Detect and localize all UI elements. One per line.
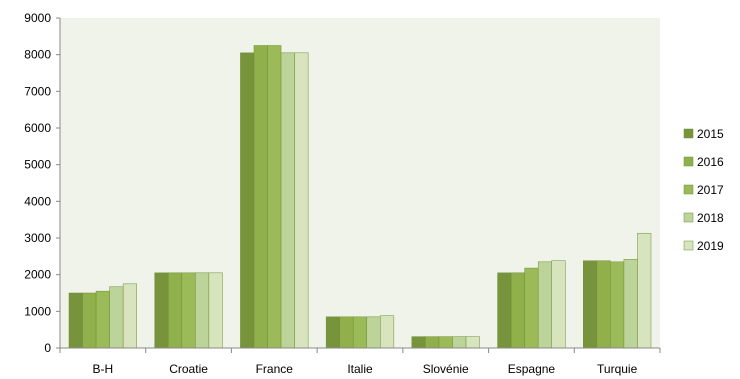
bar-2019-6 <box>637 232 652 349</box>
bar-2019-5 <box>551 260 566 349</box>
bar-2017-4 <box>438 336 453 349</box>
bar-2017-5 <box>524 267 539 349</box>
y-tick-label: 6000 <box>24 121 51 135</box>
bar-2019-4 <box>465 336 480 349</box>
bar-2018-6 <box>623 259 638 349</box>
bar-2017-0 <box>95 290 110 349</box>
legend-label-2019: 2019 <box>697 239 724 253</box>
bar-2016-3 <box>339 316 354 349</box>
legend-swatch-2019 <box>683 240 694 251</box>
bar-2015-0 <box>68 292 83 349</box>
bar-2015-1 <box>154 272 169 349</box>
y-tick-label: 9000 <box>24 11 51 25</box>
bar-2018-4 <box>452 336 467 349</box>
y-tick-label: 7000 <box>24 84 51 98</box>
bar-2016-6 <box>596 260 611 349</box>
y-tick-label: 0 <box>44 341 51 355</box>
y-ticks-group: 0 1000 2000 3000 4000 5000 6000 7000 8000 9000 <box>24 11 60 355</box>
x-category-label: Turquie <box>597 362 638 376</box>
legend-swatch-2017 <box>683 184 694 195</box>
bar-2017-6 <box>610 261 625 349</box>
x-ticks-group: B-H Croatie France Italie Slovénie Espagne Tur… <box>59 348 661 376</box>
bar-2017-3 <box>352 316 368 349</box>
bar-2016-4 <box>425 336 440 349</box>
bar-2016-0 <box>82 292 97 349</box>
legend-swatch-2016 <box>683 156 694 167</box>
y-tick-label: 4000 <box>24 194 51 208</box>
legend-label-2016: 2016 <box>697 155 724 169</box>
bar-2018-0 <box>109 286 124 349</box>
bar-2019-3 <box>380 315 395 349</box>
bar-2015-5 <box>497 272 512 349</box>
y-tick-label: 3000 <box>24 231 51 245</box>
legend: 2015 2016 2017 2018 2019 <box>683 127 724 253</box>
bar-2016-5 <box>510 272 525 349</box>
bar-2018-1 <box>195 272 210 349</box>
bar-2015-2 <box>240 52 255 349</box>
legend-swatch-2018 <box>683 212 694 223</box>
x-category-label: Slovénie <box>423 362 469 376</box>
legend-swatch-2015 <box>683 128 694 139</box>
bar-2019-2 <box>294 52 309 349</box>
bar-2017-1 <box>181 272 196 349</box>
bar-2019-1 <box>208 272 223 349</box>
bar-2019-0 <box>122 283 137 349</box>
bar-2017-2 <box>267 45 282 349</box>
legend-label-2017: 2017 <box>697 183 724 197</box>
x-category-label: B-H <box>93 362 114 376</box>
bar-2018-5 <box>537 261 552 349</box>
y-tick-label: 1000 <box>24 304 51 318</box>
legend-label-2018: 2018 <box>697 211 724 225</box>
bar-2018-2 <box>280 52 295 349</box>
legend-label-2015: 2015 <box>697 127 724 141</box>
x-category-label: Espagne <box>508 362 556 376</box>
bar-2016-2 <box>253 45 268 349</box>
bar-2015-4 <box>411 336 426 349</box>
bar-2015-3 <box>325 316 340 349</box>
y-tick-label: 2000 <box>24 268 51 282</box>
bars-group <box>68 45 652 349</box>
x-category-label: Italie <box>347 362 373 376</box>
plot-area <box>60 18 660 348</box>
x-category-label: France <box>256 362 294 376</box>
bar-2015-6 <box>583 260 598 349</box>
y-tick-label: 8000 <box>24 48 51 62</box>
bar-2016-1 <box>168 272 183 349</box>
y-tick-label: 5000 <box>24 158 51 172</box>
x-category-label: Croatie <box>169 362 208 376</box>
bar-2018-3 <box>366 316 381 349</box>
